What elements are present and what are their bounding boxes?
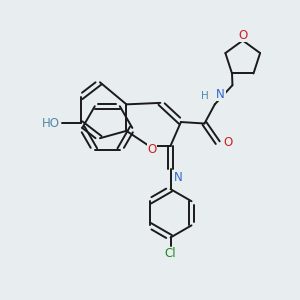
Text: HO: HO [42,117,60,130]
Text: Cl: Cl [165,247,176,260]
Text: O: O [238,29,248,42]
Text: N: N [216,88,225,101]
Text: H: H [201,91,208,101]
Text: O: O [147,143,157,157]
Text: O: O [223,136,232,149]
Text: N: N [174,172,183,184]
